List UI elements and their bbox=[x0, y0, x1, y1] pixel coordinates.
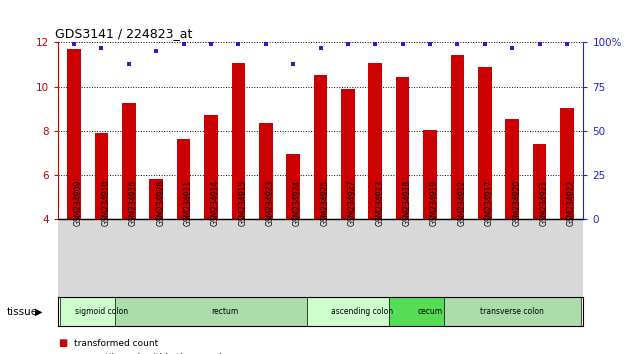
Text: ■: ■ bbox=[58, 353, 67, 354]
Point bbox=[261, 41, 271, 47]
Point bbox=[233, 41, 244, 47]
Point bbox=[397, 41, 408, 47]
Point bbox=[535, 41, 545, 47]
Text: GSM234917: GSM234917 bbox=[485, 179, 494, 226]
Bar bbox=[478, 67, 492, 219]
Text: ■: ■ bbox=[58, 338, 67, 348]
Bar bbox=[389, 297, 471, 326]
Bar bbox=[369, 63, 382, 219]
Text: GSM234927: GSM234927 bbox=[348, 179, 357, 226]
Bar bbox=[560, 108, 574, 219]
Text: GSM234923: GSM234923 bbox=[266, 179, 275, 226]
Bar bbox=[307, 297, 416, 326]
Text: percentile rank within the sample: percentile rank within the sample bbox=[74, 353, 227, 354]
Bar bbox=[177, 139, 190, 219]
Text: GSM234926: GSM234926 bbox=[156, 179, 165, 226]
Text: GSM234911: GSM234911 bbox=[183, 179, 192, 226]
Bar bbox=[231, 63, 246, 219]
Bar bbox=[313, 75, 328, 219]
Text: rectum: rectum bbox=[211, 307, 238, 316]
Bar bbox=[259, 123, 272, 219]
Point bbox=[151, 48, 162, 54]
Point bbox=[507, 45, 517, 51]
Bar bbox=[149, 178, 163, 219]
Text: GSM234922: GSM234922 bbox=[567, 179, 576, 226]
Text: transverse colon: transverse colon bbox=[480, 307, 544, 316]
Point bbox=[479, 41, 490, 47]
Text: GSM234919: GSM234919 bbox=[430, 179, 439, 226]
Text: cecum: cecum bbox=[417, 307, 442, 316]
Text: GSM234912: GSM234912 bbox=[458, 179, 467, 226]
Bar bbox=[287, 154, 300, 219]
Point bbox=[315, 45, 326, 51]
Point bbox=[453, 41, 463, 47]
Point bbox=[370, 41, 380, 47]
Bar bbox=[444, 297, 581, 326]
Point bbox=[343, 41, 353, 47]
Point bbox=[206, 41, 216, 47]
Text: GSM234909: GSM234909 bbox=[74, 179, 83, 226]
Point bbox=[96, 45, 106, 51]
Point bbox=[288, 61, 298, 67]
Text: tissue: tissue bbox=[6, 307, 38, 316]
Bar bbox=[122, 103, 136, 219]
Text: GDS3141 / 224823_at: GDS3141 / 224823_at bbox=[55, 27, 192, 40]
Bar bbox=[204, 115, 218, 219]
Bar bbox=[60, 297, 142, 326]
Text: GSM234920: GSM234920 bbox=[512, 179, 521, 226]
Text: GSM234916: GSM234916 bbox=[129, 179, 138, 226]
Text: GSM234915: GSM234915 bbox=[238, 179, 247, 226]
Bar bbox=[533, 144, 546, 219]
Text: GSM234913: GSM234913 bbox=[375, 179, 384, 226]
Text: GSM234910: GSM234910 bbox=[101, 179, 110, 226]
Text: ascending colon: ascending colon bbox=[331, 307, 393, 316]
Text: GSM234918: GSM234918 bbox=[403, 179, 412, 226]
Bar bbox=[423, 130, 437, 219]
Text: GSM234914: GSM234914 bbox=[211, 179, 220, 226]
Text: sigmoid colon: sigmoid colon bbox=[75, 307, 128, 316]
Text: GSM234925: GSM234925 bbox=[320, 179, 329, 226]
Bar bbox=[67, 49, 81, 219]
Point bbox=[124, 61, 134, 67]
Text: GSM234921: GSM234921 bbox=[540, 179, 549, 226]
Bar bbox=[95, 133, 108, 219]
Bar bbox=[395, 77, 410, 219]
Bar bbox=[341, 89, 354, 219]
Text: GSM234924: GSM234924 bbox=[293, 179, 302, 226]
Point bbox=[69, 41, 79, 47]
Bar bbox=[505, 119, 519, 219]
Text: transformed count: transformed count bbox=[74, 339, 158, 348]
Point bbox=[562, 41, 572, 47]
Text: ▶: ▶ bbox=[35, 307, 43, 316]
Bar bbox=[115, 297, 334, 326]
Point bbox=[178, 41, 188, 47]
Point bbox=[425, 41, 435, 47]
Bar bbox=[451, 55, 464, 219]
